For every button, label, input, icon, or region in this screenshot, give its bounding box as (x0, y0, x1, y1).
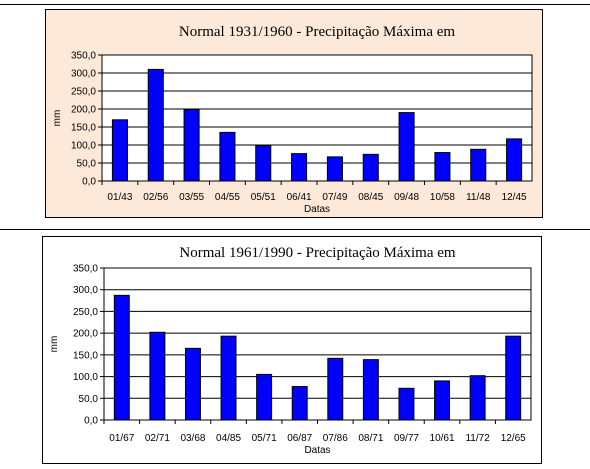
bar-04-85 (220, 335, 237, 421)
bar-11-72 (469, 375, 486, 421)
chart-panel-1931-1960: Normal 1931/1960 - Precipitação Máxima e… (45, 9, 543, 218)
y-tick-label: 100,0 (73, 372, 98, 383)
bar-01-43 (111, 119, 128, 182)
chart-svg-1: Normal 1931/1960 - Precipitação Máxima e… (52, 24, 533, 215)
plot-area (103, 267, 532, 421)
bar-12-45 (506, 138, 523, 182)
y-tick-label: 200,0 (71, 105, 96, 116)
bar-05-71 (256, 373, 273, 421)
x-tick-label: 01/67 (109, 433, 134, 444)
y-tick-label: 250,0 (73, 307, 98, 318)
x-tick-label: 02/71 (145, 433, 170, 444)
bar-10-61 (434, 380, 451, 421)
bar-02-71 (149, 331, 166, 421)
bar-02-56 (147, 68, 164, 182)
bar-07-86 (327, 357, 344, 421)
x-tick-label: 02/56 (143, 192, 168, 203)
x-tick-label: 06/41 (287, 192, 312, 203)
bar-08-45 (362, 153, 379, 182)
bar-05-51 (255, 145, 272, 182)
y-axis-label: mm (49, 336, 60, 353)
y-tick-label: 0,0 (82, 177, 96, 188)
x-tick-label: 11/48 (466, 192, 491, 203)
separator-top (0, 4, 590, 5)
bar-07-49 (326, 156, 343, 182)
bar-01-67 (113, 294, 130, 421)
y-tick-label: 350,0 (73, 264, 98, 275)
bar-03-55 (183, 109, 200, 182)
bar-09-77 (398, 387, 415, 421)
bar-06-41 (291, 153, 308, 182)
y-tick-label: 50,0 (77, 159, 97, 170)
y-tick-label: 0,0 (84, 416, 98, 427)
y-tick-label: 200,0 (73, 329, 98, 340)
x-tick-label: 09/48 (394, 192, 419, 203)
x-tick-label: 11/72 (465, 433, 490, 444)
x-tick-label: 12/65 (501, 433, 526, 444)
x-tick-label: 03/68 (180, 433, 205, 444)
bar-11-48 (470, 148, 487, 182)
y-tick-label: 150,0 (71, 123, 96, 134)
x-tick-label: 08/71 (358, 433, 383, 444)
plot-area (101, 54, 533, 182)
x-tick-label: 12/45 (502, 192, 527, 203)
y-tick-label: 100,0 (71, 141, 96, 152)
y-tick-label: 150,0 (73, 350, 98, 361)
x-tick-label: 10/61 (430, 433, 455, 444)
y-tick-label: 350,0 (71, 51, 96, 62)
x-tick-label: 04/55 (215, 192, 240, 203)
x-tick-label: 08/45 (358, 192, 383, 203)
bar-10-58 (434, 152, 451, 182)
chart-title: Normal 1961/1990 - Precipitação Máxima e… (179, 245, 456, 261)
bar-06-87 (291, 386, 308, 421)
chart-svg-2: Normal 1961/1990 - Precipitação Máxima e… (49, 245, 532, 456)
x-axis-label: Datas (304, 445, 330, 456)
bar-12-65 (505, 335, 522, 421)
x-axis-label: Datas (304, 204, 330, 215)
x-tick-label: 06/87 (287, 433, 312, 444)
x-tick-label: 05/51 (251, 192, 276, 203)
x-tick-label: 04/85 (216, 433, 241, 444)
bar-08-71 (362, 359, 379, 421)
x-tick-label: 07/49 (322, 192, 347, 203)
x-tick-label: 07/86 (323, 433, 348, 444)
x-tick-label: 03/55 (179, 192, 204, 203)
bar-09-48 (398, 112, 415, 182)
x-tick-label: 05/71 (252, 433, 277, 444)
separator-middle (0, 229, 590, 230)
y-tick-label: 300,0 (71, 69, 96, 80)
y-tick-label: 300,0 (73, 285, 98, 296)
chart-title: Normal 1931/1960 - Precipitação Máxima e… (179, 24, 456, 40)
y-axis-label: mm (52, 110, 63, 127)
bar-03-68 (184, 347, 201, 421)
y-tick-label: 50,0 (79, 394, 99, 405)
x-tick-label: 09/77 (394, 433, 419, 444)
bar-04-55 (219, 131, 236, 182)
y-tick-label: 250,0 (71, 87, 96, 98)
x-tick-label: 01/43 (107, 192, 132, 203)
chart-panel-1961-1990: Normal 1961/1990 - Precipitação Máxima e… (42, 236, 542, 464)
x-tick-label: 10/58 (430, 192, 455, 203)
